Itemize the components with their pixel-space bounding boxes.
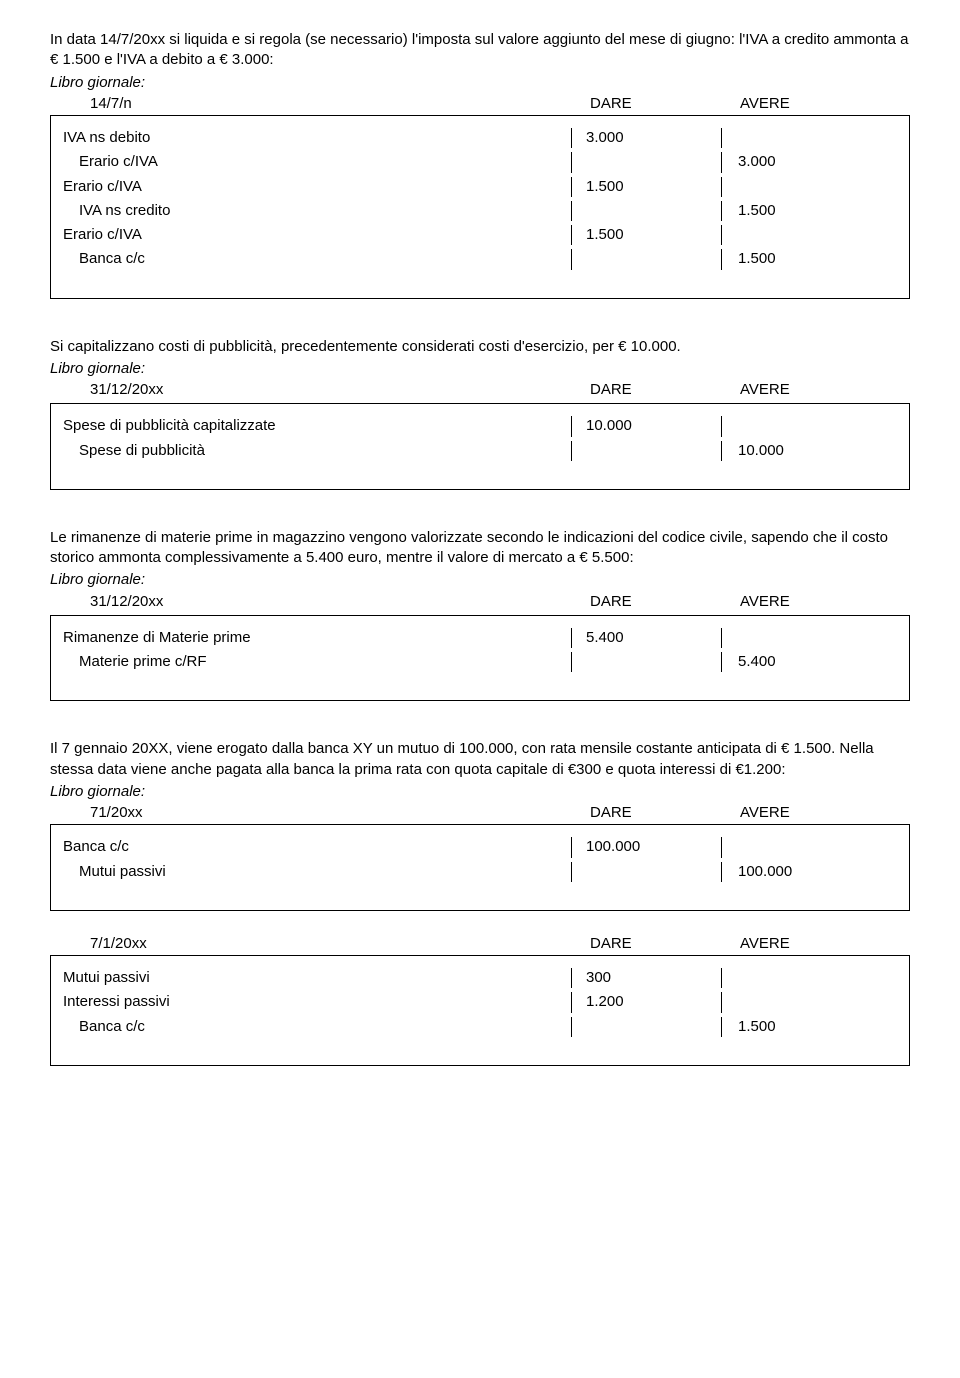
journal-row: IVA ns credito 1.500 [51, 199, 909, 223]
journal-box: Rimanenze di Materie prime 5.400 Materie… [50, 615, 910, 702]
account-name: Rimanenze di Materie prime [51, 628, 571, 648]
dare-value [571, 652, 721, 672]
journal-box: Banca c/c 100.000 Mutui passivi 100.000 [50, 824, 910, 911]
heading-avere: AVERE [740, 380, 890, 400]
avere-value [721, 837, 871, 857]
journal-section: Le rimanenze di materie prime in magazzi… [50, 528, 910, 702]
account-name: IVA ns credito [51, 201, 571, 221]
account-name: Spese di pubblicità [51, 441, 571, 461]
section-prose: Il 7 gennaio 20XX, viene erogato dalla b… [50, 739, 910, 780]
heading-date: 71/20xx [50, 803, 590, 823]
heading-date: 31/12/20xx [50, 592, 590, 612]
avere-value: 1.500 [721, 201, 871, 221]
avere-value: 100.000 [721, 862, 871, 882]
journal-section: Il 7 gennaio 20XX, viene erogato dalla b… [50, 739, 910, 1066]
journal-heading: 31/12/20xx DARE AVERE [50, 379, 910, 401]
journal-row: Spese di pubblicità 10.000 [51, 439, 909, 463]
avere-value [721, 416, 871, 436]
avere-value [721, 177, 871, 197]
section-prose: In data 14/7/20xx si liquida e si regola… [50, 30, 910, 71]
journal-row: Erario c/IVA 3.000 [51, 150, 909, 174]
dare-value [571, 249, 721, 269]
journal-section: In data 14/7/20xx si liquida e si regola… [50, 30, 910, 299]
heading-dare: DARE [590, 94, 740, 114]
journal-row: Banca c/c 100.000 [51, 835, 909, 859]
avere-value [721, 628, 871, 648]
dare-value: 1.200 [571, 992, 721, 1012]
journal-row: Rimanenze di Materie prime 5.400 [51, 626, 909, 650]
journal-section: Si capitalizzano costi di pubblicità, pr… [50, 337, 910, 490]
account-name: Erario c/IVA [51, 152, 571, 172]
dare-value [571, 152, 721, 172]
avere-value: 10.000 [721, 441, 871, 461]
avere-value: 5.400 [721, 652, 871, 672]
journal-row: Banca c/c 1.500 [51, 247, 909, 271]
section-prose: Si capitalizzano costi di pubblicità, pr… [50, 337, 910, 357]
journal-heading: 14/7/n DARE AVERE [50, 93, 910, 115]
avere-value: 3.000 [721, 152, 871, 172]
section-prose: Le rimanenze di materie prime in magazzi… [50, 528, 910, 569]
account-name: Banca c/c [51, 249, 571, 269]
journal-label: Libro giornale: [50, 359, 910, 379]
dare-value [571, 441, 721, 461]
heading-date: 14/7/n [50, 94, 590, 114]
journal-label: Libro giornale: [50, 73, 910, 93]
journal-row: Mutui passivi 300 [51, 966, 909, 990]
journal-row: Interessi passivi 1.200 [51, 990, 909, 1014]
heading-dare: DARE [590, 803, 740, 823]
account-name: Mutui passivi [51, 968, 571, 988]
account-name: Materie prime c/RF [51, 652, 571, 672]
account-name: Interessi passivi [51, 992, 571, 1012]
dare-value: 1.500 [571, 225, 721, 245]
heading-dare: DARE [590, 592, 740, 612]
journal-row: IVA ns debito 3.000 [51, 126, 909, 150]
dare-value [571, 862, 721, 882]
avere-value: 1.500 [721, 1017, 871, 1037]
journal-row: Mutui passivi 100.000 [51, 860, 909, 884]
dare-value [571, 1017, 721, 1037]
heading-date: 31/12/20xx [50, 380, 590, 400]
dare-value: 5.400 [571, 628, 721, 648]
avere-value [721, 225, 871, 245]
journal-box: IVA ns debito 3.000 Erario c/IVA 3.000 E… [50, 115, 910, 299]
journal-box: Spese di pubblicità capitalizzate 10.000… [50, 403, 910, 490]
dare-value: 300 [571, 968, 721, 988]
journal-heading: 31/12/20xx DARE AVERE [50, 591, 910, 613]
avere-value [721, 968, 871, 988]
journal-box: Mutui passivi 300 Interessi passivi 1.20… [50, 955, 910, 1066]
avere-value [721, 128, 871, 148]
journal-row: Erario c/IVA 1.500 [51, 175, 909, 199]
account-name: Banca c/c [51, 837, 571, 857]
heading-dare: DARE [590, 380, 740, 400]
avere-value: 1.500 [721, 249, 871, 269]
journal-heading: 71/20xx DARE AVERE [50, 802, 910, 824]
account-name: Mutui passivi [51, 862, 571, 882]
journal-row: Banca c/c 1.500 [51, 1015, 909, 1039]
account-name: Banca c/c [51, 1017, 571, 1037]
account-name: Erario c/IVA [51, 225, 571, 245]
journal-label: Libro giornale: [50, 570, 910, 590]
dare-value: 3.000 [571, 128, 721, 148]
journal-row: Materie prime c/RF 5.400 [51, 650, 909, 674]
heading-avere: AVERE [740, 592, 890, 612]
journal-label: Libro giornale: [50, 782, 910, 802]
heading-avere: AVERE [740, 934, 890, 954]
account-name: Spese di pubblicità capitalizzate [51, 416, 571, 436]
heading-avere: AVERE [740, 803, 890, 823]
dare-value: 10.000 [571, 416, 721, 436]
account-name: IVA ns debito [51, 128, 571, 148]
heading-dare: DARE [590, 934, 740, 954]
journal-row: Erario c/IVA 1.500 [51, 223, 909, 247]
avere-value [721, 992, 871, 1012]
journal-row: Spese di pubblicità capitalizzate 10.000 [51, 414, 909, 438]
heading-avere: AVERE [740, 94, 890, 114]
journal-heading: 7/1/20xx DARE AVERE [50, 933, 910, 955]
heading-date: 7/1/20xx [50, 934, 590, 954]
dare-value [571, 201, 721, 221]
dare-value: 1.500 [571, 177, 721, 197]
dare-value: 100.000 [571, 837, 721, 857]
account-name: Erario c/IVA [51, 177, 571, 197]
